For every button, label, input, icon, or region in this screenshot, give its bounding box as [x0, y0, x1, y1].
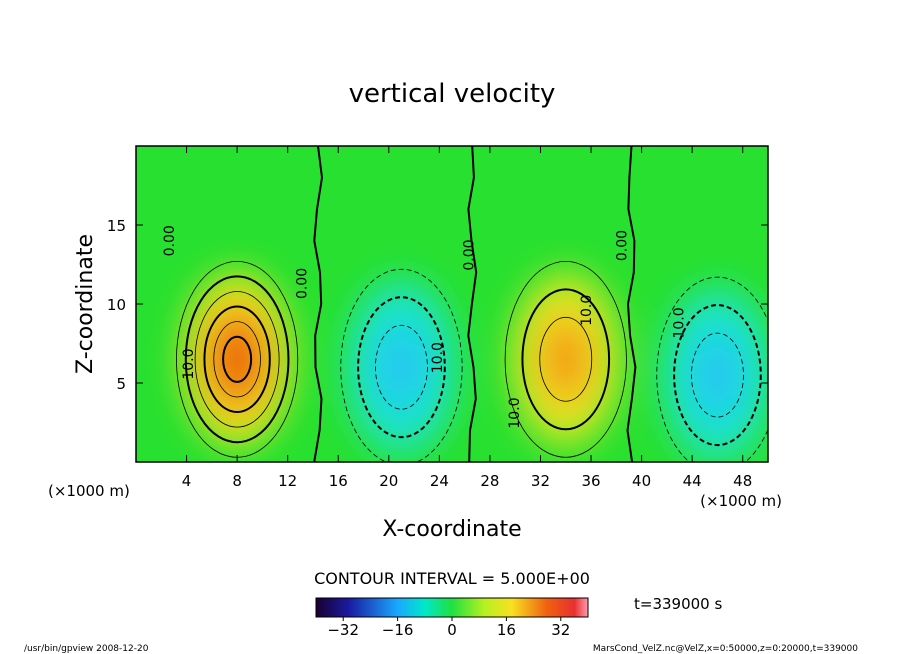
x-tick-label: 8 — [232, 472, 242, 490]
colorbar-tick-label: 32 — [551, 621, 570, 639]
colorbar-tick-label: 0 — [447, 621, 457, 639]
footer-left: /usr/bin/gpview 2008-12-20 — [24, 644, 149, 654]
contour-1-2 — [357, 296, 446, 439]
field-blob-2-3 — [548, 331, 584, 388]
y-axis-label: Z-coordinate — [73, 234, 98, 374]
x-tick-label: 28 — [480, 472, 499, 490]
x-axis-label: X-coordinate — [382, 517, 521, 542]
x-axis: 4 8 12 16 20 24 28 32 36 40 44 48 — [182, 146, 752, 490]
zero-contour-2 — [626, 146, 637, 462]
contour-interval-text: CONTOUR INTERVAL = 5.000E+00 — [314, 569, 590, 588]
colorbar-ticks: −32 −16 0 16 32 — [327, 617, 570, 639]
contour-1-1 — [340, 268, 463, 462]
contour-label: 0.00 — [162, 225, 178, 256]
x-tick-label: 16 — [329, 472, 348, 490]
colorbar-gradient — [315, 597, 589, 618]
colorbar-tick-label: −16 — [382, 621, 414, 639]
x-tick-label: 44 — [683, 472, 702, 490]
contour-0-2 — [184, 275, 290, 444]
y-tick-label: 10 — [107, 296, 126, 314]
contour-label: 0.00 — [295, 268, 311, 299]
contour-3-3 — [691, 332, 744, 418]
colorbar: −32 −16 0 16 32 — [315, 597, 589, 639]
x-tick-label: 12 — [278, 472, 297, 490]
footer-right: MarsCond_VelZ.nc@VelZ,x=0:50000,z=0:2000… — [593, 644, 858, 654]
contour-label: 10.0 — [507, 397, 523, 428]
x-tick-label: 32 — [531, 472, 550, 490]
zero-contour-1 — [467, 146, 478, 462]
contour-1-3 — [375, 324, 428, 410]
field-blob-1-2 — [378, 331, 425, 404]
contour-0-4 — [203, 305, 271, 414]
x-tick-label: 24 — [430, 472, 449, 490]
plot-area: 0.00 0.00 0.00 0.00 10.0 10.0 10.0 10.0 10.0 — [135, 145, 769, 463]
contour-lines — [176, 146, 768, 462]
contour-2-2 — [521, 288, 611, 431]
colorbar-tick-label: 16 — [497, 621, 516, 639]
contour-0-5 — [213, 321, 261, 398]
x-tick-label: 20 — [379, 472, 398, 490]
contour-2-1 — [504, 260, 627, 458]
x-unit-left: (×1000 m) — [48, 482, 130, 500]
field-blob-3-2 — [694, 338, 741, 412]
zero-contour-0 — [313, 146, 324, 462]
contour-label: 10.0 — [579, 295, 595, 326]
contour-labels: 0.00 0.00 0.00 0.00 10.0 10.0 10.0 10.0 10.0 — [162, 225, 687, 428]
contour-label: 10.0 — [181, 348, 197, 379]
x-unit-right: (×1000 m) — [700, 492, 782, 510]
y-axis: 5 10 15 — [107, 217, 768, 393]
x-tick-label: 4 — [182, 472, 192, 490]
y-tick-label: 5 — [116, 375, 126, 393]
contour-label: 0.00 — [461, 239, 477, 270]
contour-3-2 — [673, 304, 762, 447]
time-label: t=339000 s — [634, 595, 722, 613]
y-tick-label: 15 — [107, 217, 126, 235]
x-tick-label: 48 — [733, 472, 752, 490]
contour-label: 0.00 — [614, 230, 630, 261]
contour-0-6 — [222, 335, 253, 383]
field-blob-0-5 — [225, 340, 250, 379]
contour-label: 10.0 — [671, 307, 687, 338]
x-tick-label: 40 — [632, 472, 651, 490]
chart-title: vertical velocity — [349, 79, 556, 109]
contour-2-3 — [539, 316, 593, 402]
contour-label: 10.0 — [430, 342, 446, 373]
x-tick-label: 36 — [581, 472, 600, 490]
contour-0-3 — [194, 291, 280, 428]
colorbar-tick-label: −32 — [327, 621, 359, 639]
contour-3-1 — [656, 276, 768, 462]
